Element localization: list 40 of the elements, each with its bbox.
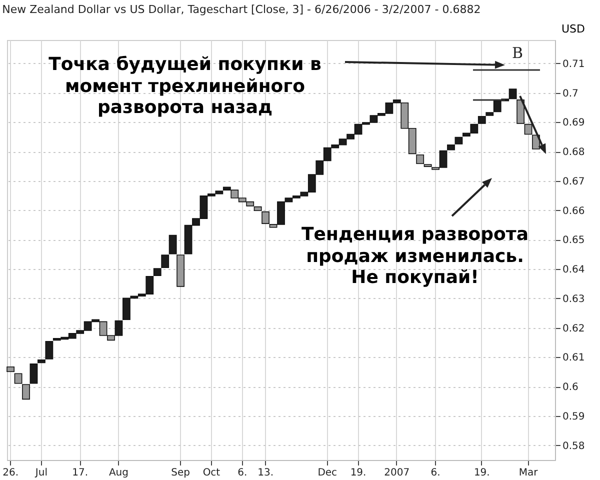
x-tick-label: Dec [318,468,338,478]
bar [524,124,532,135]
y-tick-label: 0.59 [562,411,585,422]
y-tick-label: 0.6 [562,382,578,394]
y-tick-label: 0.68 [562,147,585,158]
x-tick-label: 17. [72,468,88,478]
annotation: B [512,44,524,62]
y-tick-label: 0.62 [562,323,585,334]
y-tick-label: 0.7 [562,88,578,100]
x-tick-label: 26. [2,468,19,478]
y-tick-label: 0.65 [562,235,585,246]
annotation: Точка будущей покупки в момент трехлинейного разворота назад [48,54,322,119]
x-tick-label: 13. [258,468,274,478]
chart-title: New Zealand Dollar vs US Dollar, Tageschart [Close, 3] - 6/26/2006 - 3/2/2007 - 0.6882 [2,3,481,16]
x-tick-label: 6. [430,468,440,478]
y-tick-label: 0.64 [562,264,585,276]
y-tick-label: 0.67 [562,176,585,188]
x-tick-label: Mar [518,468,539,478]
bar [447,144,455,150]
bar [6,366,15,372]
annotation: Тенденция разворота продаж изменилась. Не покупай! [300,224,530,289]
y-tick-label: 0.69 [562,118,585,129]
x-tick-label: 19. [350,468,366,478]
x-tick-label: 6. [238,468,248,478]
y-axis-title: USD [562,22,586,36]
bar [22,384,30,400]
x-tick-label: Oct [202,468,220,478]
y-tick-label: 0.71 [562,58,585,70]
bar [454,136,463,144]
x-tick-label: Sep [171,468,190,478]
x-tick-label: 2007 [384,468,410,478]
y-tick-label: 0.66 [562,206,585,217]
y-tick-label: 0.63 [562,294,585,305]
x-tick-label: Aug [108,468,128,478]
bar [30,364,38,384]
x-tick-label: Jul [34,468,48,478]
y-tick-label: 0.58 [562,440,585,452]
y-tick-label: 0.61 [562,352,585,364]
bar [14,373,22,384]
x-tick-label: 19. [474,468,490,478]
